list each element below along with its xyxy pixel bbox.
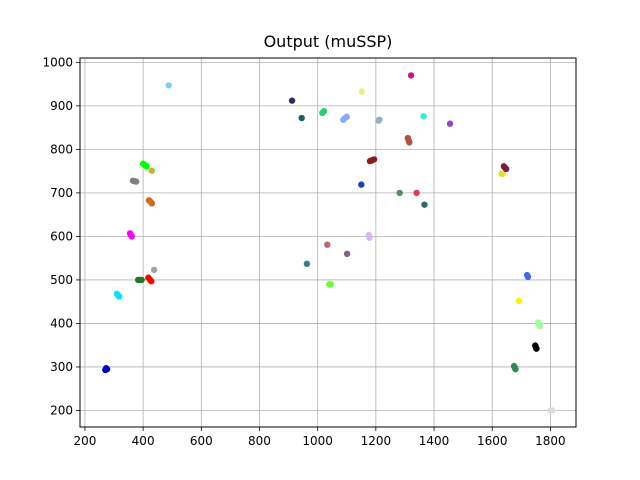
- data-point: [288, 97, 296, 104]
- data-point: [358, 88, 366, 95]
- x-tick-label: 200: [73, 434, 96, 448]
- data-point: [407, 72, 415, 79]
- x-axis-ticks: 200 400 600 800 1000 1200 1400 1600 1800: [73, 427, 566, 448]
- data-point: [343, 250, 351, 258]
- data-point: [327, 281, 334, 288]
- y-tick-label: 300: [50, 360, 73, 374]
- data-point: [499, 170, 506, 177]
- y-tick-label: 200: [50, 403, 73, 417]
- data-point: [324, 241, 331, 248]
- data-point: [298, 114, 305, 122]
- plot-frame: [79, 57, 577, 428]
- y-tick-label: 500: [50, 273, 73, 287]
- x-tick-label: 1800: [535, 434, 566, 448]
- data-point: [420, 113, 427, 120]
- data-point: [343, 113, 350, 120]
- y-tick-label: 900: [50, 99, 73, 113]
- y-tick-label: 700: [50, 186, 73, 200]
- data-point: [103, 365, 111, 373]
- data-point: [148, 167, 156, 174]
- grid-lines: [80, 58, 576, 427]
- data-point: [421, 201, 428, 208]
- data-point: [502, 165, 510, 173]
- data-point: [132, 178, 140, 185]
- data-point: [320, 107, 328, 115]
- data-point: [150, 266, 158, 274]
- chart-title: Output (muSSP): [263, 32, 393, 51]
- data-point: [524, 273, 532, 281]
- x-tick-label: 1600: [477, 434, 508, 448]
- data-point: [376, 116, 383, 123]
- data-point: [370, 156, 378, 163]
- x-tick-label: 1400: [419, 434, 450, 448]
- data-point: [143, 163, 150, 170]
- y-tick-label: 600: [50, 229, 73, 243]
- data-point: [138, 276, 145, 284]
- data-point: [548, 407, 556, 414]
- data-point: [512, 365, 519, 373]
- data-point: [446, 120, 454, 127]
- x-tick-label: 800: [248, 434, 271, 448]
- x-tick-label: 600: [190, 434, 213, 448]
- data-point: [406, 139, 413, 146]
- x-tick-label: 1000: [302, 434, 333, 448]
- data-point: [303, 260, 311, 268]
- data-point: [148, 200, 156, 207]
- data-point: [515, 297, 523, 305]
- y-tick-label: 400: [50, 316, 73, 330]
- data-point: [148, 278, 155, 285]
- data-point: [536, 322, 544, 330]
- y-axis-ticks: 200 300 400 500 600 700 800 900 1000: [42, 55, 80, 417]
- data-point: [533, 345, 540, 352]
- data-point: [165, 82, 172, 89]
- y-tick-label: 800: [50, 142, 73, 156]
- data-point: [358, 181, 365, 188]
- data-point: [116, 293, 123, 300]
- x-tick-label: 400: [132, 434, 155, 448]
- data-point: [413, 189, 420, 197]
- x-tick-label: 1200: [361, 434, 392, 448]
- data-point: [396, 189, 403, 197]
- data-points: [102, 72, 556, 414]
- y-tick-label: 1000: [42, 55, 73, 69]
- data-point: [128, 233, 135, 240]
- data-point: [366, 234, 373, 241]
